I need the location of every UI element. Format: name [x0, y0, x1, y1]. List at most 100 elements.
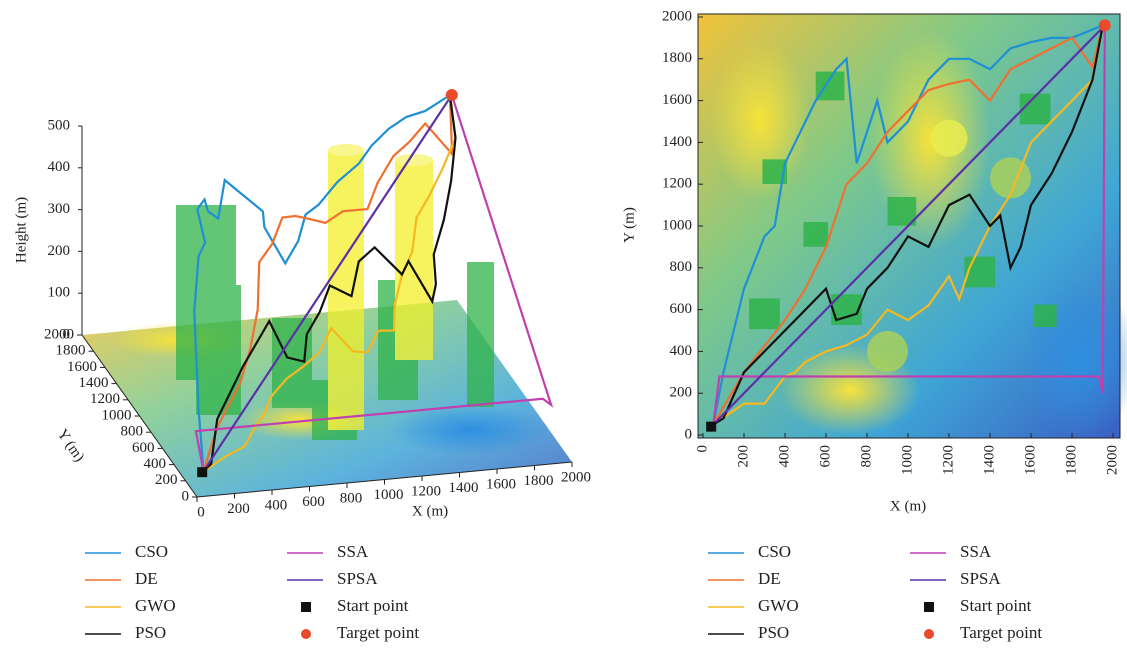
z-tick-label: 0: [63, 326, 71, 342]
x-tick-label: 0: [694, 445, 710, 453]
series-line: [202, 94, 453, 472]
legend-label: Start point: [960, 596, 1032, 615]
y-tick-label: 800: [670, 259, 693, 275]
x-tick-label: 1200: [411, 483, 441, 499]
x-tick-label: 2000: [1104, 445, 1120, 475]
x-tick-label: 1800: [1063, 445, 1079, 475]
legend-label: PSO: [135, 623, 166, 642]
x-tick-label: 1200: [940, 445, 956, 475]
legend-key: [301, 629, 311, 639]
legend-label: SPSA: [960, 569, 1001, 588]
y-tick-label: 1000: [102, 407, 132, 423]
series-line: [712, 25, 1104, 426]
obstacle: [803, 222, 829, 247]
x-tick-label: 600: [817, 445, 833, 468]
x-tick-label: 600: [302, 494, 325, 510]
x-tick-label: 800: [858, 445, 874, 468]
y-tick-label: 1200: [90, 391, 120, 407]
legend-label: CSO: [135, 542, 168, 561]
y-tick-label: 600: [670, 301, 693, 317]
z-tick-label: 400: [48, 159, 71, 175]
legend-key: [924, 602, 934, 612]
x-tick-label: 1800: [524, 473, 554, 489]
obstacle: [930, 119, 968, 157]
y-tick-label: 2000: [662, 8, 692, 24]
series-line: [712, 24, 1106, 426]
start-marker: [706, 421, 717, 432]
z-tick-label: 500: [48, 117, 71, 133]
y-axis-label: Y (m): [54, 426, 88, 464]
x-axis-label: X (m): [890, 498, 926, 514]
y-tick-label: 1800: [56, 343, 86, 359]
x-tick-label: 0: [197, 504, 205, 520]
legend-label: GWO: [135, 596, 176, 615]
z-tick-label: 100: [48, 285, 71, 301]
series-line: [712, 25, 1104, 426]
target-marker: [445, 88, 458, 101]
y-tick-label: 2000: [44, 326, 74, 342]
target-marker: [1098, 19, 1111, 32]
obstacles-3d: [176, 144, 494, 440]
start-marker: [197, 467, 208, 478]
series-line: [712, 25, 1106, 425]
x-tick-label: 400: [776, 445, 792, 468]
series-line: [202, 95, 454, 472]
y-tick-label: 1600: [662, 92, 692, 108]
legend-label: SSA: [337, 542, 369, 561]
series-line: [194, 94, 554, 472]
legend-key: [924, 629, 934, 639]
legend-label: DE: [758, 569, 781, 588]
x-tick-label: 200: [735, 445, 751, 468]
terrain-patch: [710, 40, 810, 200]
x-tick-label: 1400: [449, 480, 479, 496]
x-tick-label: 400: [265, 497, 288, 513]
terrain-patch: [870, 30, 990, 250]
obstacle: [887, 197, 917, 226]
y-tick-label: 800: [121, 424, 144, 440]
obstacle: [1019, 93, 1051, 125]
series-line: [202, 94, 457, 473]
y-tick-label: 1800: [662, 50, 692, 66]
y-tick-label: 200: [670, 385, 693, 401]
series-line: [202, 94, 457, 472]
y-tick-label: 1000: [662, 217, 692, 233]
series-line: [712, 25, 1104, 426]
legend-label: Target point: [337, 623, 419, 642]
series-line: [193, 94, 451, 472]
obstacle: [815, 71, 845, 101]
y-tick-label: 1600: [67, 359, 97, 375]
x-tick-label: 800: [340, 490, 363, 506]
x-tick-label: 1600: [1022, 445, 1038, 475]
legend-label: CSO: [758, 542, 791, 561]
legend-label: Target point: [960, 623, 1042, 642]
x-tick-label: 200: [227, 501, 250, 517]
y-tick-label: 200: [155, 472, 178, 488]
z-tick-label: 300: [48, 201, 71, 217]
y-axis-label: Y (m): [621, 207, 637, 243]
x-tick-label: 1400: [981, 445, 997, 475]
x-axis-label: X (m): [412, 503, 448, 519]
z-tick-label: 200: [48, 243, 71, 259]
obstacle: [749, 298, 780, 330]
legend-label: Start point: [337, 596, 409, 615]
y-tick-label: 600: [132, 440, 155, 456]
x-tick-label: 2000: [561, 469, 591, 485]
y-tick-label: 1400: [662, 134, 692, 150]
z-axis-label: Height (m): [13, 197, 29, 263]
y-tick-label: 400: [670, 343, 693, 359]
legend-label: PSO: [758, 623, 789, 642]
x-tick-label: 1000: [374, 487, 404, 503]
series-line: [712, 24, 1104, 425]
y-tick-label: 1400: [79, 375, 109, 391]
y-tick-label: 0: [182, 488, 190, 504]
x-tick-label: 1000: [899, 445, 915, 475]
legend-label: SSA: [960, 542, 992, 561]
y-tick-label: 400: [144, 456, 167, 472]
terrain-patch: [390, 405, 550, 455]
x-tick-label: 1600: [486, 476, 516, 492]
legend-label: GWO: [758, 596, 799, 615]
y-tick-label: 0: [685, 426, 693, 442]
obstacle: [964, 256, 996, 288]
obstacle: [867, 330, 908, 372]
